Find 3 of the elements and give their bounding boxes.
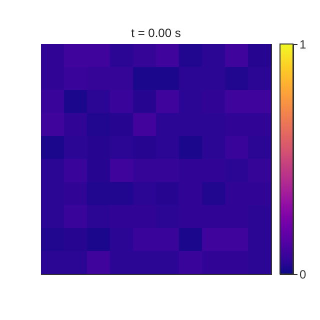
color-bar-label: 0 xyxy=(300,268,306,282)
color-bar-label: 1 xyxy=(300,38,306,52)
chart-title: t = 0.00 s xyxy=(131,26,181,40)
